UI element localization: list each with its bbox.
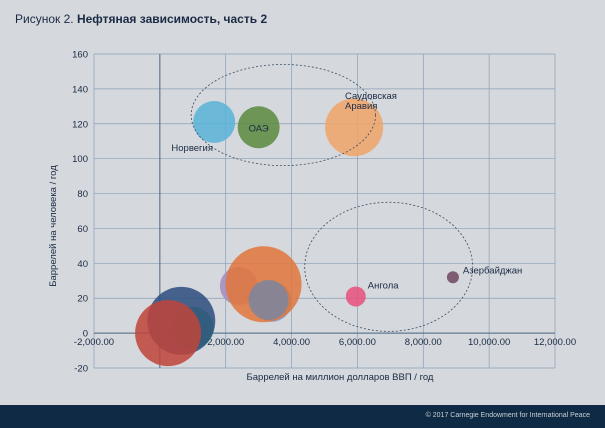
y-tick-label: 60 [77, 224, 88, 235]
figure-number: Рисунок 2. [15, 12, 74, 26]
x-tick-label: 8,000.00 [405, 337, 442, 348]
y-tick-label: 40 [77, 259, 88, 270]
y-tick-label: 0 [83, 329, 88, 340]
bubble [237, 106, 280, 149]
figure-title-text: Нефтяная зависимость, часть 2 [76, 12, 268, 26]
y-tick-label: 80 [77, 189, 88, 200]
bubble-label-azerbaijan: Азербайджан [463, 265, 522, 276]
x-tick-label: 6,000.00 [339, 337, 376, 348]
x-axis-title: Баррелей на миллион долларов ВВП / год [247, 372, 434, 383]
x-tick-label: 10,000.00 [468, 337, 510, 348]
bubble-label-uae: ОАЭ [249, 123, 269, 134]
y-tick-label: 20 [77, 294, 88, 305]
group-ellipse [304, 201, 474, 332]
bubble-label-angola: Ангола [368, 280, 399, 291]
y-axis-title: Баррелей на человека / год [48, 165, 59, 287]
bubble [345, 286, 366, 307]
y-tick-label: 120 [72, 119, 88, 130]
bubble [446, 271, 459, 284]
bubble-chart: -2,000.00 2,000.00 4,000.00 6,000.00 8,000.0… [48, 50, 576, 384]
bubble-label-norway: Норвегия [171, 143, 213, 154]
bubble-label-saudi-arabia: Саудовская Аравия [345, 91, 397, 112]
x-tick-label: 4,000.00 [273, 337, 310, 348]
bubble [248, 279, 289, 320]
y-tick-label: 100 [72, 154, 88, 165]
y-tick-label: 140 [72, 84, 88, 95]
x-tick-label: 12,000.00 [534, 337, 576, 348]
bubble [193, 101, 236, 144]
bubble [325, 98, 384, 157]
x-tick-label: 2,000.00 [207, 337, 244, 348]
footer-bar: © 2017 Carnegie Endowment for Internatio… [0, 405, 605, 428]
y-tick-label: -20 [74, 364, 88, 375]
group-ellipse [190, 64, 376, 167]
figure-title: Рисунок 2. Нефтяная зависимость, часть 2 [15, 12, 267, 26]
copyright-text: © 2017 Carnegie Endowment for Internatio… [425, 412, 590, 419]
y-tick-label: 160 [72, 50, 88, 61]
bubble [135, 300, 202, 367]
x-tick-label: -2,000.00 [74, 337, 114, 348]
